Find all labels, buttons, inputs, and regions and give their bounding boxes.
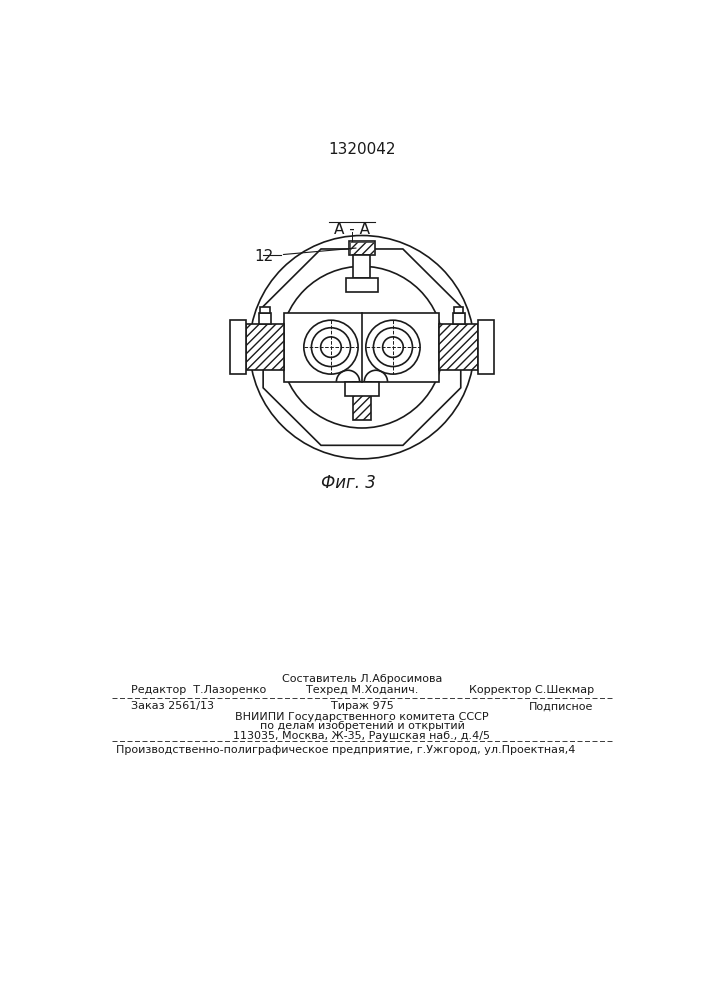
Bar (452, 313, 465, 324)
Text: Корректор С.Шекмар: Корректор С.Шекмар (469, 685, 594, 695)
Text: Тираж 975: Тираж 975 (331, 701, 393, 711)
Text: Фиг. 3: Фиг. 3 (320, 474, 375, 492)
Circle shape (304, 320, 358, 374)
Text: 1320042: 1320042 (328, 142, 396, 157)
Bar (349, 241, 375, 255)
Text: ВНИИПИ Государственного комитета СССР: ВНИИПИ Государственного комитета СССР (235, 712, 489, 722)
Text: по делам изобретений и открытий: по делам изобретений и открытий (259, 721, 464, 731)
Bar (259, 313, 271, 324)
Text: Техред М.Ходанич.: Техред М.Ходанич. (305, 685, 418, 695)
Bar (260, 307, 270, 313)
Bar (478, 320, 493, 374)
Text: Составитель Л.Абросимова: Составитель Л.Абросимова (282, 674, 442, 684)
Text: Производственно-полиграфическое предприятие, г.Ужгород, ул.Проектная,4: Производственно-полиграфическое предприя… (115, 745, 575, 755)
Text: А - А: А - А (334, 222, 370, 237)
Bar (246, 324, 284, 370)
Bar (284, 312, 440, 382)
Bar (345, 382, 379, 396)
Bar (349, 242, 374, 254)
Circle shape (311, 328, 351, 367)
Text: Редактор  Т.Лазоренко: Редактор Т.Лазоренко (131, 685, 267, 695)
Text: 12: 12 (254, 249, 273, 264)
Circle shape (321, 337, 341, 357)
Bar (346, 278, 378, 292)
Bar (454, 307, 464, 313)
Bar (440, 324, 478, 370)
Text: 113035, Москва, Ж-35, Раушская наб., д.4/5: 113035, Москва, Ж-35, Раушская наб., д.4… (233, 731, 491, 741)
Bar (230, 320, 246, 374)
Bar (353, 382, 371, 420)
Text: Подписное: Подписное (530, 701, 594, 711)
Text: Заказ 2561/13: Заказ 2561/13 (131, 701, 214, 711)
Circle shape (382, 337, 403, 357)
Circle shape (373, 328, 412, 367)
Bar (354, 255, 370, 278)
Circle shape (366, 320, 420, 374)
